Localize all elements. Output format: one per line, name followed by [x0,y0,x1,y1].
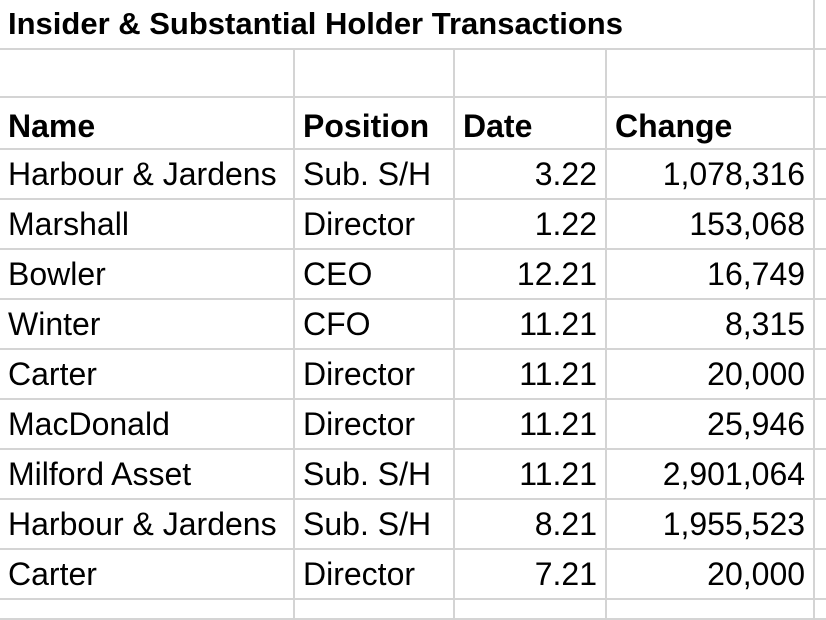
table-row: MacDonald Director 11.21 25,946 [0,399,826,450]
cell[interactable] [814,499,826,550]
table-row: Carter Director 7.21 20,000 [0,549,826,600]
cell-name[interactable]: Marshall [0,199,295,250]
sheet-title[interactable]: Insider & Substantial Holder Transaction… [0,0,816,50]
cell-position[interactable]: CEO [294,249,455,300]
cell[interactable] [814,349,826,400]
cell-date[interactable]: 11.21 [454,349,607,400]
cell-date[interactable]: 8.21 [454,499,607,550]
cell-change[interactable]: 1,955,523 [606,499,816,550]
cell-change[interactable]: 2,901,064 [606,449,816,500]
cell[interactable] [606,49,816,98]
cell-name[interactable]: Harbour & Jardens [0,499,295,550]
cell-change[interactable]: 25,946 [606,399,816,450]
cell-change[interactable]: 153,068 [606,199,816,250]
cell[interactable] [294,599,455,620]
cell[interactable] [814,549,826,600]
cell[interactable] [814,97,826,150]
cell-date[interactable]: 11.21 [454,299,607,350]
cell[interactable] [454,599,607,620]
cell[interactable] [294,49,455,98]
cell-position[interactable]: Director [294,199,455,250]
cell-position[interactable]: Sub. S/H [294,149,455,200]
cell-change[interactable]: 8,315 [606,299,816,350]
cell[interactable] [814,299,826,350]
cell-position[interactable]: Sub. S/H [294,499,455,550]
empty-row [0,599,826,620]
cell-name[interactable]: Carter [0,549,295,600]
cell-name[interactable]: Carter [0,349,295,400]
cell-name[interactable]: MacDonald [0,399,295,450]
table-row: Harbour & Jardens Sub. S/H 3.22 1,078,316 [0,149,826,200]
header-position[interactable]: Position [294,97,455,150]
cell-date[interactable]: 3.22 [454,149,607,200]
header-date[interactable]: Date [454,97,607,150]
title-row: Insider & Substantial Holder Transaction… [0,0,826,50]
table-row: Bowler CEO 12.21 16,749 [0,249,826,300]
table-row: Carter Director 11.21 20,000 [0,349,826,400]
cell[interactable] [814,449,826,500]
cell-date[interactable]: 11.21 [454,399,607,450]
cell[interactable] [814,49,826,98]
cell[interactable] [814,399,826,450]
table-row: Harbour & Jardens Sub. S/H 8.21 1,955,523 [0,499,826,550]
cell-name[interactable]: Bowler [0,249,295,300]
cell[interactable] [814,0,826,50]
cell[interactable] [454,49,607,98]
cell-position[interactable]: Director [294,349,455,400]
cell[interactable] [606,599,816,620]
header-name[interactable]: Name [0,97,295,150]
cell[interactable] [814,249,826,300]
cell-date[interactable]: 1.22 [454,199,607,250]
cell-name[interactable]: Winter [0,299,295,350]
cell[interactable] [814,599,826,620]
cell-position[interactable]: Director [294,399,455,450]
cell-position[interactable]: Sub. S/H [294,449,455,500]
cell[interactable] [0,49,295,98]
cell[interactable] [0,599,295,620]
empty-row [0,49,826,98]
cell-change[interactable]: 20,000 [606,349,816,400]
cell-name[interactable]: Harbour & Jardens [0,149,295,200]
header-change[interactable]: Change [606,97,816,150]
header-row: Name Position Date Change [0,97,826,150]
cell-position[interactable]: Director [294,549,455,600]
cell-date[interactable]: 11.21 [454,449,607,500]
cell-position[interactable]: CFO [294,299,455,350]
cell[interactable] [814,199,826,250]
cell-change[interactable]: 16,749 [606,249,816,300]
table-row: Marshall Director 1.22 153,068 [0,199,826,250]
cell-name[interactable]: Milford Asset [0,449,295,500]
cell-change[interactable]: 20,000 [606,549,816,600]
cell-date[interactable]: 7.21 [454,549,607,600]
table-row: Milford Asset Sub. S/H 11.21 2,901,064 [0,449,826,500]
cell-date[interactable]: 12.21 [454,249,607,300]
cell-change[interactable]: 1,078,316 [606,149,816,200]
table-row: Winter CFO 11.21 8,315 [0,299,826,350]
cell[interactable] [814,149,826,200]
